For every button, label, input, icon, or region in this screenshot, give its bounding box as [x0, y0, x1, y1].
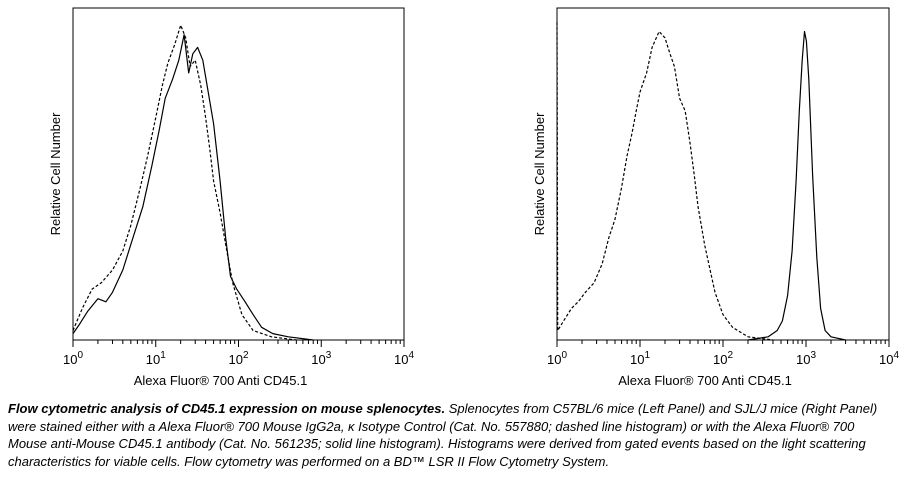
- x-tick-label: 104: [394, 350, 414, 367]
- x-tick-label: 103: [311, 350, 331, 367]
- cd45-1-antibody-histogram: [747, 30, 846, 341]
- chart-panel-2: 100 101 102 103 104 Alexa Fluor® 700 Anti CD4…: [532, 7, 899, 388]
- x-tick-label: 100: [63, 350, 83, 367]
- chart-panel-1: 100 101 102 103 104 Alexa Fluor® 700 Anti CD4…: [48, 7, 414, 388]
- plot-frame: [556, 7, 890, 341]
- x-axis-label: Alexa Fluor® 700 Anti CD45.1: [134, 373, 308, 388]
- x-tick-label: 101: [630, 350, 650, 367]
- y-axis-label: Relative Cell Number: [532, 112, 547, 235]
- isotype-control-histogram: [556, 21, 774, 341]
- histogram-figure: 100 101 102 103 104 Alexa Fluor® 700 Anti CD4…: [48, 7, 899, 388]
- x-axis-label: Alexa Fluor® 700 Anti CD45.1: [618, 373, 792, 388]
- caption-title: Flow cytometric analysis of CD45.1 expre…: [8, 401, 446, 416]
- y-axis-label: Relative Cell Number: [48, 112, 63, 235]
- x-tick-label: 102: [713, 350, 733, 367]
- figure-caption: Flow cytometric analysis of CD45.1 expre…: [8, 400, 896, 470]
- x-tick-label: 101: [146, 350, 166, 367]
- cd45-1-antibody-histogram: [72, 34, 314, 341]
- caption-text: Splenocytes from C57BL/6 mice (Left Pane…: [8, 401, 878, 469]
- x-tick-label: 104: [879, 350, 899, 367]
- x-tick-label: 102: [228, 350, 248, 367]
- x-tick-label: 100: [547, 350, 567, 367]
- plot-frame: [72, 7, 405, 341]
- x-tick-label: 103: [796, 350, 816, 367]
- isotype-control-histogram: [72, 24, 297, 341]
